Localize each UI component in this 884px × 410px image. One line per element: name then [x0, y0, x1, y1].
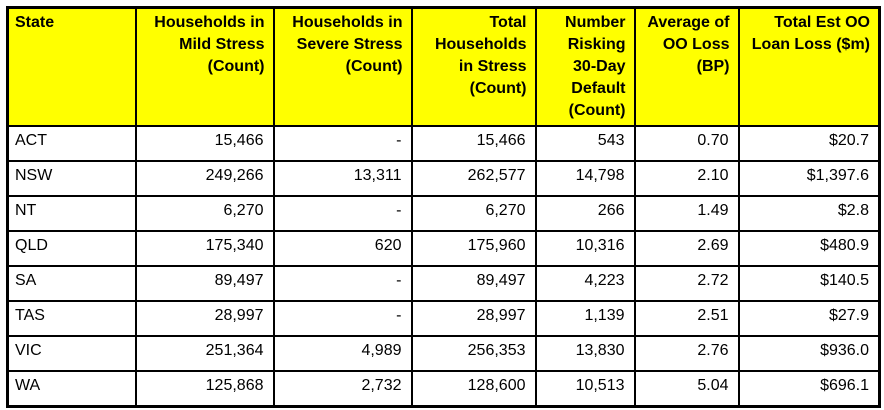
table-row-act: ACT 15,466 - 15,466 543 0.70 $20.7 [6, 125, 881, 162]
cell-total-stress: 28,997 [410, 300, 537, 337]
cell-mild-stress: 175,340 [134, 230, 275, 267]
cell-risking-default: 266 [534, 195, 636, 232]
cell-total-loan-loss: $20.7 [737, 125, 881, 162]
table-row-sa: SA 89,497 - 89,497 4,223 2.72 $140.5 [6, 265, 881, 302]
cell-avg-oo-loss: 0.70 [633, 125, 740, 162]
cell-total-stress: 256,353 [410, 335, 537, 372]
cell-state: SA [6, 265, 137, 302]
household-stress-table: State Households in Mild Stress (Count) … [6, 6, 881, 408]
table-row-qld: QLD 175,340 620 175,960 10,316 2.69 $480… [6, 230, 881, 267]
cell-state: QLD [6, 230, 137, 267]
cell-total-stress: 262,577 [410, 160, 537, 197]
cell-total-loan-loss: $936.0 [737, 335, 881, 372]
cell-state: VIC [6, 335, 137, 372]
cell-state: WA [6, 370, 137, 407]
table-row-nsw: NSW 249,266 13,311 262,577 14,798 2.10 $… [6, 160, 881, 197]
cell-avg-oo-loss: 2.72 [633, 265, 740, 302]
header-total-stress: Total Households in Stress (Count) [410, 6, 537, 127]
cell-avg-oo-loss: 2.10 [633, 160, 740, 197]
cell-mild-stress: 89,497 [134, 265, 275, 302]
cell-severe-stress: 2,732 [272, 370, 413, 407]
header-state: State [6, 6, 137, 127]
header-total-loan-loss: Total Est OO Loan Loss ($m) [737, 6, 881, 127]
cell-severe-stress: 620 [272, 230, 413, 267]
cell-total-loan-loss: $1,397.6 [737, 160, 881, 197]
cell-severe-stress: - [272, 125, 413, 162]
header-risking-default: Number Risking 30-Day Default (Count) [534, 6, 636, 127]
cell-state: NT [6, 195, 137, 232]
cell-state: NSW [6, 160, 137, 197]
cell-total-loan-loss: $2.8 [737, 195, 881, 232]
cell-mild-stress: 28,997 [134, 300, 275, 337]
cell-mild-stress: 125,868 [134, 370, 275, 407]
header-avg-oo-loss: Average of OO Loss (BP) [633, 6, 740, 127]
cell-risking-default: 10,316 [534, 230, 636, 267]
cell-total-stress: 128,600 [410, 370, 537, 407]
cell-total-loan-loss: $480.9 [737, 230, 881, 267]
cell-risking-default: 13,830 [534, 335, 636, 372]
cell-risking-default: 1,139 [534, 300, 636, 337]
cell-total-stress: 15,466 [410, 125, 537, 162]
cell-severe-stress: - [272, 265, 413, 302]
header-row: State Households in Mild Stress (Count) … [6, 6, 881, 127]
cell-state: TAS [6, 300, 137, 337]
table-row-nt: NT 6,270 - 6,270 266 1.49 $2.8 [6, 195, 881, 232]
cell-total-loan-loss: $27.9 [737, 300, 881, 337]
cell-mild-stress: 249,266 [134, 160, 275, 197]
cell-total-stress: 89,497 [410, 265, 537, 302]
cell-avg-oo-loss: 1.49 [633, 195, 740, 232]
header-mild-stress: Households in Mild Stress (Count) [134, 6, 275, 127]
table-row-vic: VIC 251,364 4,989 256,353 13,830 2.76 $9… [6, 335, 881, 372]
cell-severe-stress: 13,311 [272, 160, 413, 197]
cell-risking-default: 10,513 [534, 370, 636, 407]
cell-severe-stress: - [272, 300, 413, 337]
cell-mild-stress: 6,270 [134, 195, 275, 232]
header-severe-stress: Households in Severe Stress (Count) [272, 6, 413, 127]
cell-avg-oo-loss: 2.76 [633, 335, 740, 372]
cell-total-loan-loss: $140.5 [737, 265, 881, 302]
cell-total-stress: 6,270 [410, 195, 537, 232]
cell-total-loan-loss: $696.1 [737, 370, 881, 407]
table-row-wa: WA 125,868 2,732 128,600 10,513 5.04 $69… [6, 370, 881, 407]
cell-avg-oo-loss: 2.51 [633, 300, 740, 337]
cell-severe-stress: - [272, 195, 413, 232]
cell-risking-default: 14,798 [534, 160, 636, 197]
cell-mild-stress: 15,466 [134, 125, 275, 162]
cell-mild-stress: 251,364 [134, 335, 275, 372]
cell-avg-oo-loss: 2.69 [633, 230, 740, 267]
cell-risking-default: 543 [534, 125, 636, 162]
cell-total-stress: 175,960 [410, 230, 537, 267]
table-row-tas: TAS 28,997 - 28,997 1,139 2.51 $27.9 [6, 300, 881, 337]
cell-avg-oo-loss: 5.04 [633, 370, 740, 407]
cell-severe-stress: 4,989 [272, 335, 413, 372]
cell-risking-default: 4,223 [534, 265, 636, 302]
cell-state: ACT [6, 125, 137, 162]
